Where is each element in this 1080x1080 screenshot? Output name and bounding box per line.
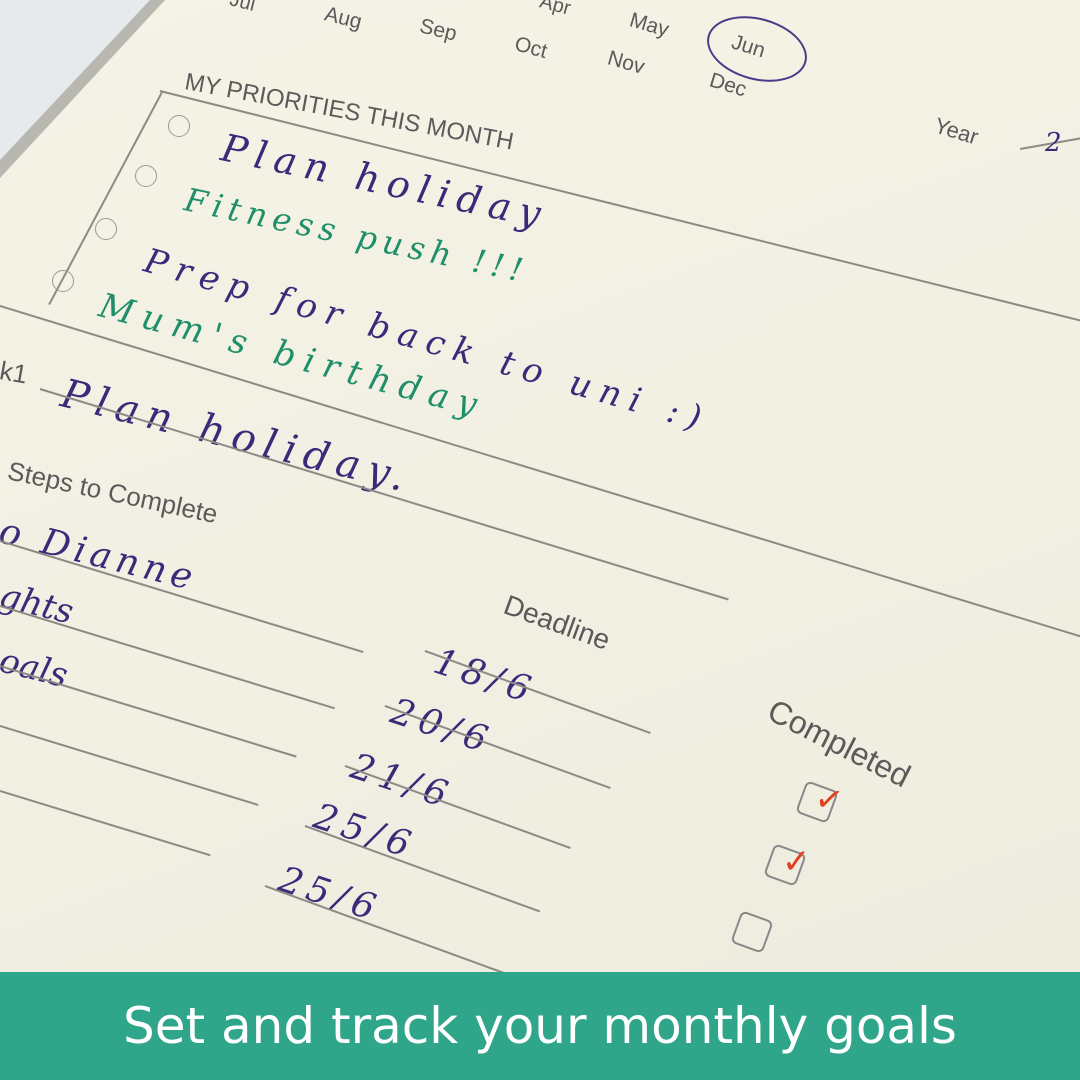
priority-bullet[interactable]	[95, 218, 117, 240]
check-mark-icon: ✓	[782, 842, 811, 882]
caption-banner: Set and track your monthly goals	[0, 972, 1080, 1080]
priority-bullet[interactable]	[52, 270, 74, 292]
task-label: k1	[0, 355, 30, 390]
caption-text: Set and track your monthly goals	[123, 997, 957, 1055]
priority-bullet[interactable]	[168, 115, 190, 137]
priority-bullet[interactable]	[135, 165, 157, 187]
year-value: 2	[1045, 128, 1062, 158]
